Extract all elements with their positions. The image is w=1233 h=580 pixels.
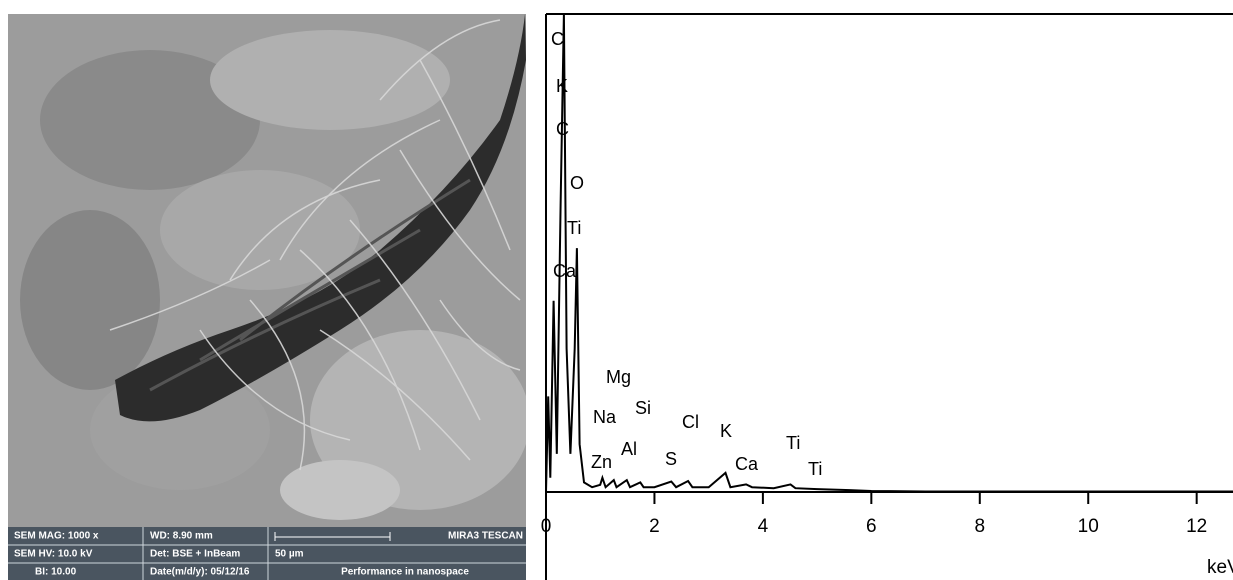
x-tick-label: 0: [541, 516, 552, 537]
sem-info: SEM MAG: 1000 x: [14, 531, 99, 542]
peak-label: Zn: [591, 452, 612, 472]
peak-label: Cl: [682, 412, 699, 432]
sem-info: Performance in nanospace: [341, 567, 469, 578]
sem-info: Det: BSE + InBeam: [150, 549, 240, 560]
sem-info: BI: 10.00: [35, 567, 77, 578]
peak-label: Ca: [735, 454, 759, 474]
spectrum-line: [546, 14, 1233, 493]
spectrum: keV 0 2 4 6 8 10 12 C K C O Ti Ca Mg Na Si Cl K Ti Zn Al S Ca T…: [541, 13, 1233, 580]
x-tick-label: 2: [649, 516, 660, 537]
x-axis-label: keV: [1207, 557, 1233, 578]
peak-label: C: [556, 119, 569, 139]
peak-label: C: [551, 29, 564, 49]
peak-label: Ti: [808, 459, 822, 479]
x-tick-label: 12: [1186, 516, 1207, 537]
sem-info: MIRA3 TESCAN: [448, 531, 523, 542]
peak-label: Ti: [567, 218, 581, 238]
x-tick-label: 10: [1078, 516, 1099, 537]
peak-label: Mg: [606, 367, 631, 387]
peak-label: Na: [593, 407, 617, 427]
peak-label: Ti: [786, 433, 800, 453]
peak-label: K: [720, 421, 732, 441]
peak-label: O: [570, 173, 584, 193]
x-tick-label: 4: [758, 516, 769, 537]
sem-info: Date(m/d/y): 05/12/16: [150, 567, 250, 578]
sem-info: WD: 8.90 mm: [150, 531, 213, 542]
peak-label: S: [665, 449, 677, 469]
sem-info: 50 µm: [275, 549, 304, 560]
peak-label: Ca: [553, 261, 577, 281]
peak-label: Si: [635, 398, 651, 418]
sem-info: SEM HV: 10.0 kV: [14, 549, 93, 560]
x-tick-label: 8: [974, 516, 985, 537]
peak-label: Al: [621, 439, 637, 459]
x-tick-label: 6: [866, 516, 877, 537]
sem-image: [8, 14, 526, 580]
peak-label: K: [556, 76, 568, 96]
